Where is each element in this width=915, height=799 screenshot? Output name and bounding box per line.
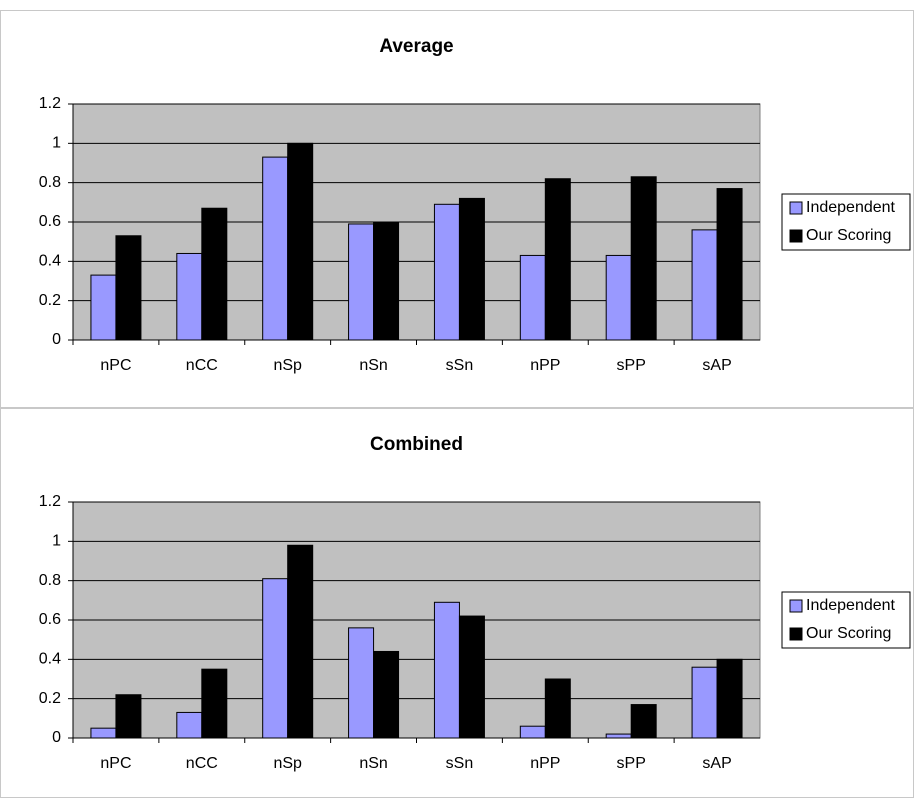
y-tick-label: 0	[52, 729, 61, 746]
x-tick-label: nPP	[530, 357, 560, 374]
x-tick-label: sAP	[702, 755, 731, 772]
y-tick-label: 0	[52, 331, 61, 348]
bar	[544, 678, 571, 739]
y-tick-label: 1.2	[39, 95, 61, 112]
y-tick-label: 0.6	[39, 213, 61, 230]
x-tick-label: nCC	[186, 357, 218, 374]
y-tick-label: 0.6	[39, 611, 61, 628]
legend-box	[781, 193, 911, 251]
bar	[691, 229, 718, 341]
bar	[519, 725, 546, 739]
legend-swatch	[789, 229, 803, 243]
bar	[373, 650, 400, 739]
x-tick-label: nPC	[100, 755, 131, 772]
bar	[691, 666, 718, 739]
y-tick-label: 0.2	[39, 690, 61, 707]
y-tick-label: 1	[52, 135, 61, 152]
bar	[287, 544, 314, 739]
legend-label: Independent	[806, 597, 896, 614]
x-tick-label: sSn	[446, 755, 474, 772]
bar	[348, 627, 375, 739]
bar	[90, 727, 117, 739]
bar	[373, 221, 400, 341]
bar	[605, 733, 632, 739]
x-tick-label: sPP	[617, 755, 646, 772]
bar	[544, 178, 571, 341]
x-tick-label: sPP	[617, 357, 646, 374]
bar	[630, 176, 657, 341]
bar	[458, 197, 485, 341]
bar	[262, 578, 289, 739]
y-tick-label: 0.8	[39, 572, 61, 589]
x-tick-label: nSn	[359, 755, 387, 772]
bar	[433, 203, 460, 341]
bar	[630, 704, 657, 739]
bar	[716, 658, 743, 739]
y-tick-label: 1	[52, 533, 61, 550]
x-tick-label: nSp	[273, 357, 302, 374]
bar	[201, 668, 228, 739]
x-tick-label: nPP	[530, 755, 560, 772]
bar	[348, 223, 375, 341]
bar	[201, 207, 228, 341]
legend-label: Independent	[806, 199, 896, 216]
chart-title: Average	[379, 36, 453, 57]
x-tick-label: nSn	[359, 357, 387, 374]
y-tick-label: 0.4	[39, 651, 61, 668]
y-tick-label: 1.2	[39, 493, 61, 510]
x-tick-label: nPC	[100, 357, 131, 374]
legend-swatch	[789, 599, 803, 613]
legend-swatch	[789, 201, 803, 215]
legend-label: Our Scoring	[806, 625, 891, 642]
bar	[287, 142, 314, 341]
y-tick-label: 0.8	[39, 174, 61, 191]
y-tick-label: 0.4	[39, 253, 61, 270]
bar	[519, 254, 546, 341]
x-tick-label: nCC	[186, 755, 218, 772]
bar	[90, 274, 117, 341]
y-tick-label: 0.2	[39, 292, 61, 309]
bar	[433, 601, 460, 739]
bar	[115, 694, 142, 739]
x-tick-label: sSn	[446, 357, 474, 374]
bar	[262, 156, 289, 341]
bar	[458, 615, 485, 739]
legend-box	[781, 591, 911, 649]
chart-title: Combined	[370, 434, 463, 455]
bar	[716, 188, 743, 341]
legend-label: Our Scoring	[806, 227, 891, 244]
bar	[176, 711, 203, 739]
x-tick-label: nSp	[273, 755, 302, 772]
bar	[605, 254, 632, 341]
legend-swatch	[789, 627, 803, 641]
bar	[176, 252, 203, 341]
bar	[115, 235, 142, 341]
x-tick-label: sAP	[702, 357, 731, 374]
